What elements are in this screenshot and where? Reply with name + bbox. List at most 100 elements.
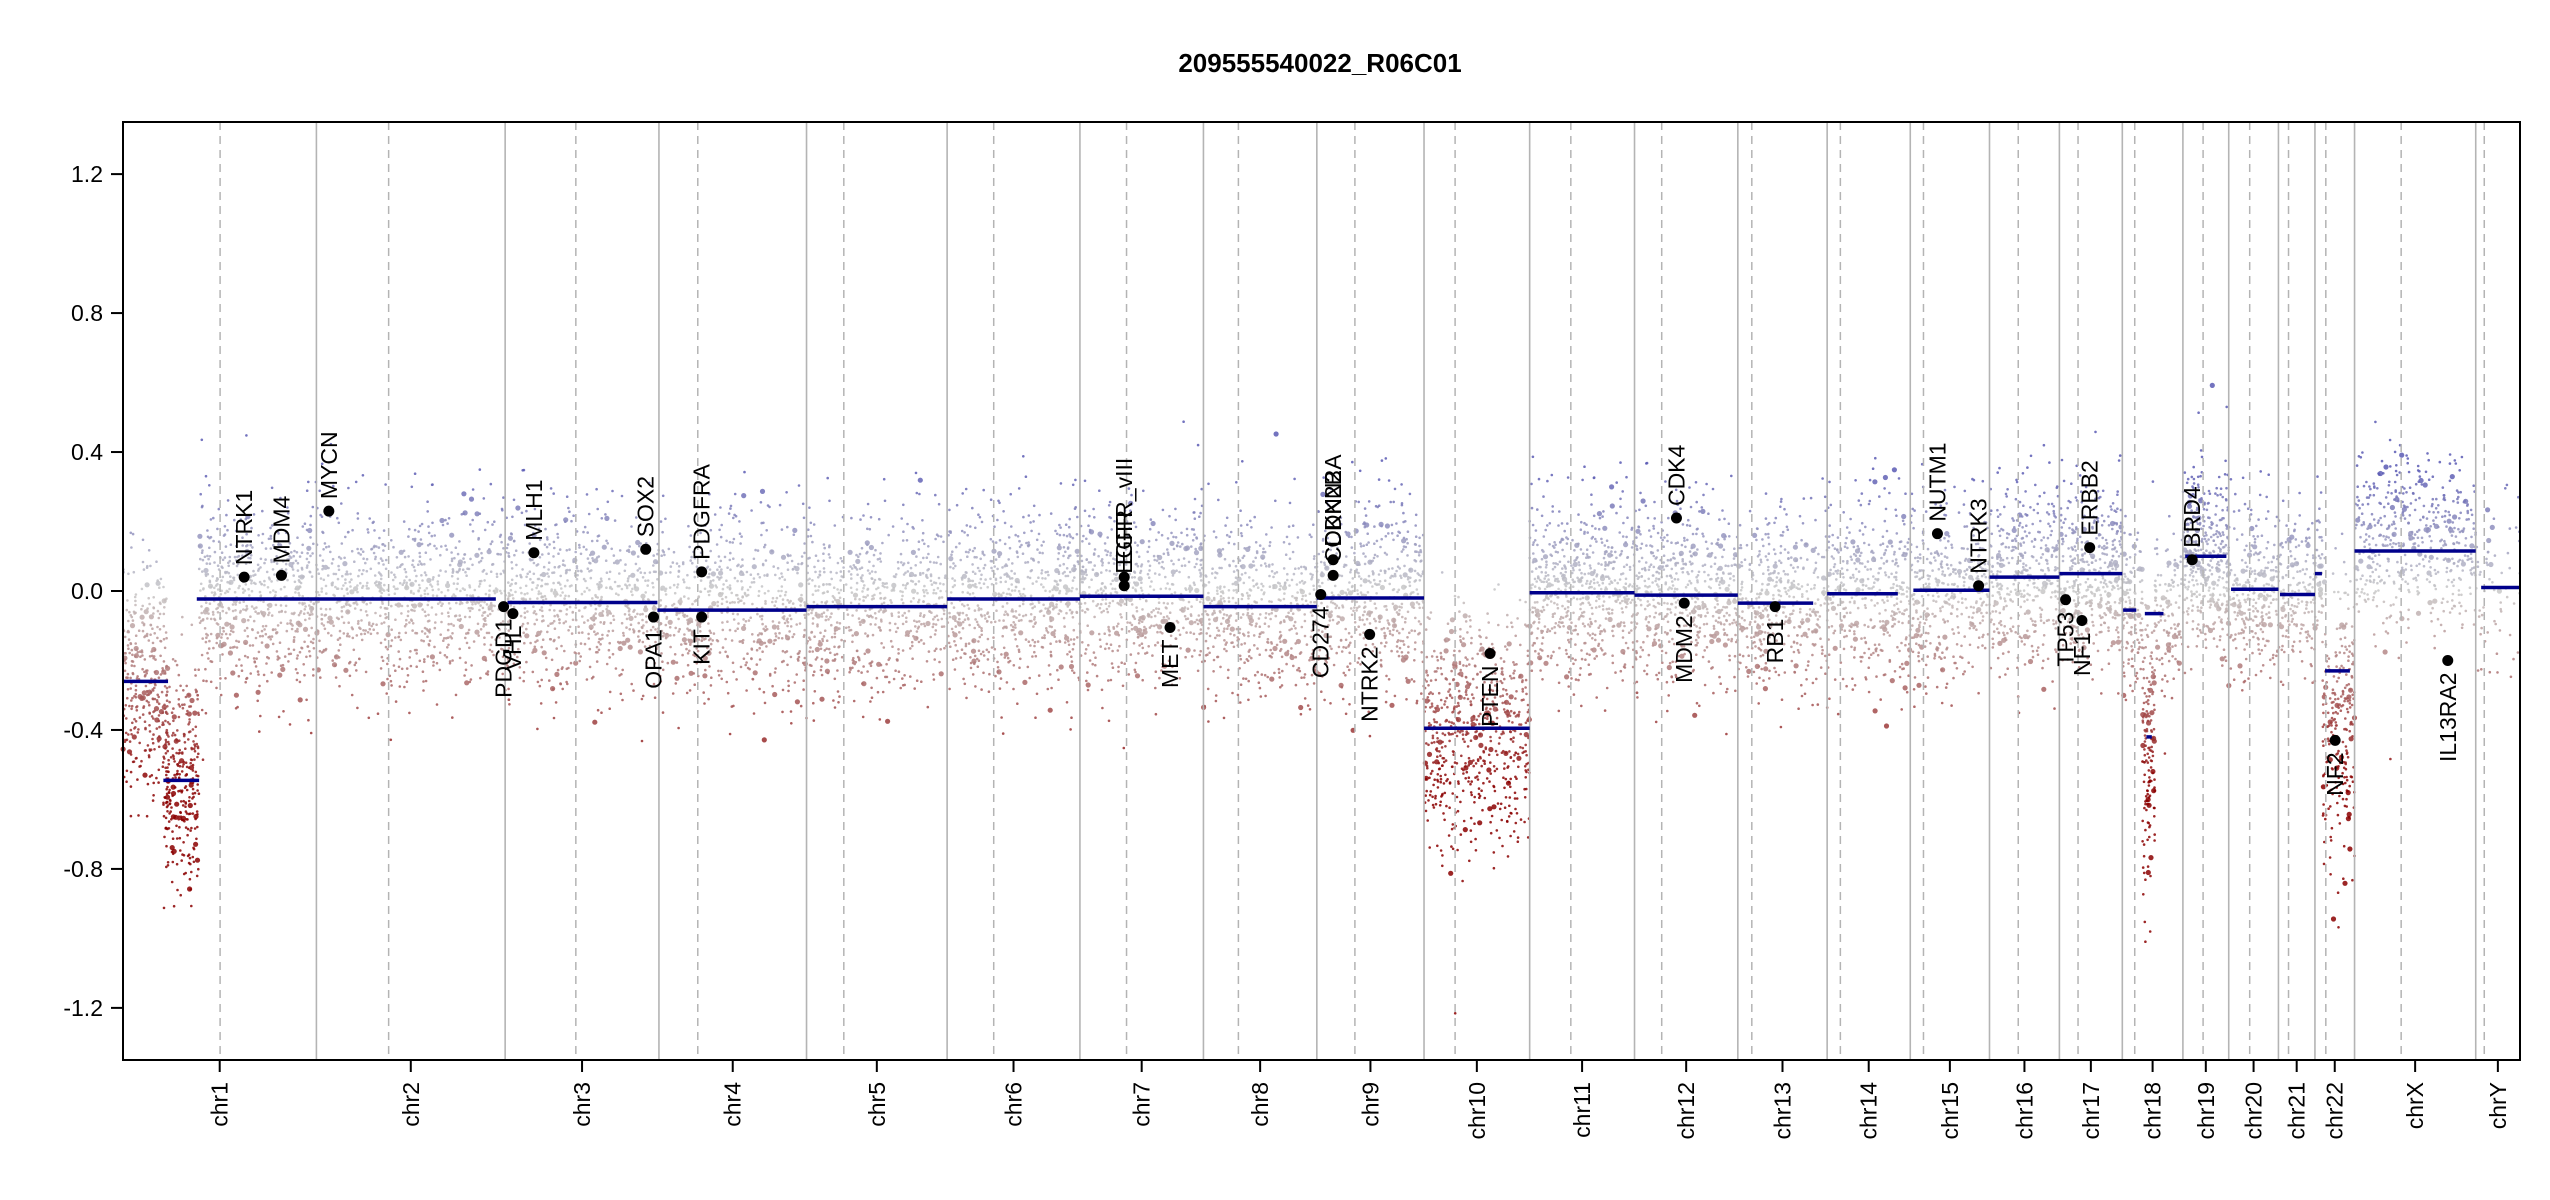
probe-point [356, 512, 360, 515]
probe-point [168, 722, 171, 726]
probe-point [726, 691, 730, 695]
probe-point [174, 801, 180, 807]
probe-point [134, 603, 137, 607]
probe-point [1045, 627, 1048, 630]
probe-point [587, 632, 590, 636]
probe-point [707, 622, 710, 625]
probe-point [131, 721, 134, 725]
probe-point [414, 631, 417, 635]
probe-point [306, 564, 309, 567]
probe-point [1053, 586, 1059, 592]
probe-point [785, 650, 789, 653]
probe-point [468, 609, 472, 613]
probe-point [232, 630, 235, 634]
probe-point [997, 592, 1001, 595]
probe-point [545, 536, 549, 539]
probe-point [493, 591, 497, 595]
probe-point [283, 655, 287, 658]
probe-point [1067, 525, 1071, 529]
probe-point [130, 664, 134, 667]
probe-point [878, 626, 881, 629]
probe-point [227, 564, 230, 568]
probe-point [888, 656, 891, 660]
probe-point [838, 596, 842, 600]
probe-point [124, 704, 128, 707]
probe-point [483, 643, 486, 646]
probe-point [869, 700, 872, 703]
probe-point [217, 507, 221, 511]
probe-point [953, 584, 956, 587]
probe-point [595, 556, 599, 559]
probe-point [180, 859, 183, 862]
probe-point [1013, 572, 1016, 575]
probe-point [1072, 638, 1076, 641]
probe-point [740, 535, 743, 538]
probe-point [1098, 489, 1101, 493]
probe-point [717, 555, 721, 558]
probe-point [1157, 607, 1161, 611]
probe-point [170, 784, 176, 790]
probe-point [127, 647, 130, 650]
probe-point [827, 553, 831, 556]
probe-point [901, 601, 905, 605]
probe-point [1108, 601, 1112, 605]
probe-point [287, 647, 291, 651]
probe-point [135, 705, 138, 709]
probe-point [809, 646, 812, 649]
probe-point [264, 632, 268, 636]
probe-point [402, 549, 406, 553]
probe-point [206, 634, 209, 637]
probe-point [233, 555, 237, 559]
probe-point [788, 601, 791, 604]
probe-point [161, 704, 167, 710]
probe-point [830, 623, 833, 627]
probe-point [279, 604, 283, 607]
probe-point [627, 550, 631, 554]
probe-point [719, 506, 722, 509]
probe-point [355, 603, 359, 606]
probe-point [233, 518, 236, 522]
probe-point [781, 602, 785, 606]
probe-point [1101, 706, 1104, 710]
probe-point [197, 867, 200, 871]
probe-point [434, 621, 437, 624]
probe-point [134, 692, 138, 696]
probe-point [266, 679, 269, 683]
probe-point [901, 594, 904, 598]
probe-point [1123, 602, 1127, 606]
probe-point [1162, 552, 1166, 556]
probe-point [751, 602, 754, 606]
probe-point [943, 646, 946, 650]
probe-point [512, 597, 515, 600]
probe-point [383, 544, 387, 548]
probe-point [338, 684, 341, 688]
probe-point [126, 696, 129, 700]
probe-point [536, 577, 540, 581]
probe-point [1018, 545, 1022, 549]
probe-point [743, 470, 746, 474]
probe-point [213, 550, 217, 554]
probe-point [742, 657, 746, 660]
probe-point [706, 575, 709, 579]
probe-point [127, 630, 130, 634]
probe-point [989, 577, 992, 581]
probe-point [307, 480, 310, 484]
probe-point [870, 570, 874, 573]
probe-point [1015, 580, 1019, 584]
probe-point [244, 517, 248, 521]
probe-point [1111, 599, 1115, 603]
probe-point [377, 571, 381, 574]
probe-point [479, 628, 483, 631]
probe-point [366, 581, 369, 585]
probe-point [1081, 540, 1084, 543]
probe-point [446, 581, 450, 584]
probe-point [556, 668, 560, 672]
probe-point [474, 602, 477, 606]
probe-point [1012, 664, 1016, 667]
probe-point [130, 546, 133, 549]
probe-point [317, 593, 321, 597]
probe-point [745, 661, 748, 664]
probe-point [204, 601, 208, 604]
probe-point [410, 603, 414, 607]
probe-point [583, 525, 587, 529]
